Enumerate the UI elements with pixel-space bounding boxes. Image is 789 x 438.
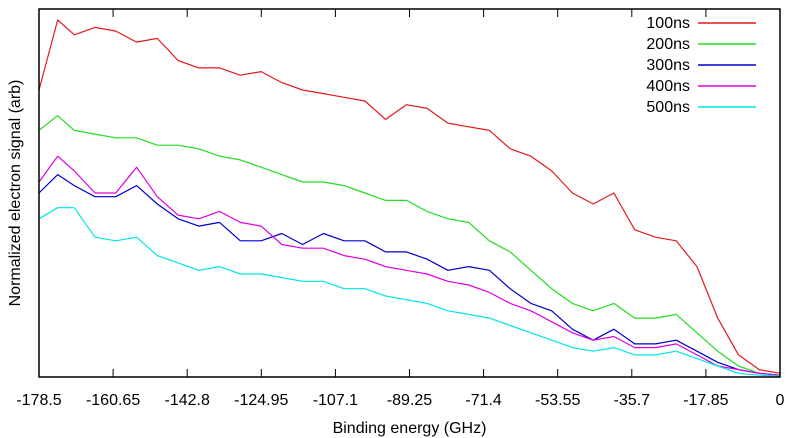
x-tick-label: -89.25: [387, 392, 432, 409]
legend-label-300ns: 300ns: [646, 57, 690, 74]
x-tick-label: -71.4: [465, 392, 502, 409]
x-tick-label: -107.1: [313, 392, 358, 409]
legend-label-200ns: 200ns: [646, 36, 690, 53]
series-line-200ns: [38, 115, 781, 376]
legend-label-400ns: 400ns: [646, 78, 690, 95]
x-tick-label: -53.55: [535, 392, 580, 409]
x-axis-ticks: -178.5 -160.65 -142.8 -124.95 -107.1 -89.25 -7…: [16, 9, 785, 409]
legend: 100ns 200ns 300ns 400ns 500ns: [646, 15, 756, 116]
x-tick-label: -160.65: [86, 392, 140, 409]
legend-label-500ns: 500ns: [646, 99, 690, 116]
x-tick-label: -142.8: [165, 392, 210, 409]
series-line-500ns: [38, 207, 781, 377]
y-axis-label: Normalized electron signal (arb): [7, 80, 24, 307]
series-line-300ns: [38, 174, 781, 376]
series-group: [38, 19, 781, 377]
x-tick-label: -124.95: [234, 392, 288, 409]
series-line-100ns: [38, 19, 781, 374]
series-line-400ns: [38, 155, 781, 376]
x-tick-label: -178.5: [16, 392, 61, 409]
legend-label-100ns: 100ns: [646, 15, 690, 32]
x-tick-label: -35.7: [614, 392, 651, 409]
x-tick-label: -17.85: [683, 392, 728, 409]
x-axis-label: Binding energy (GHz): [333, 420, 487, 437]
x-tick-label: 0: [776, 392, 785, 409]
